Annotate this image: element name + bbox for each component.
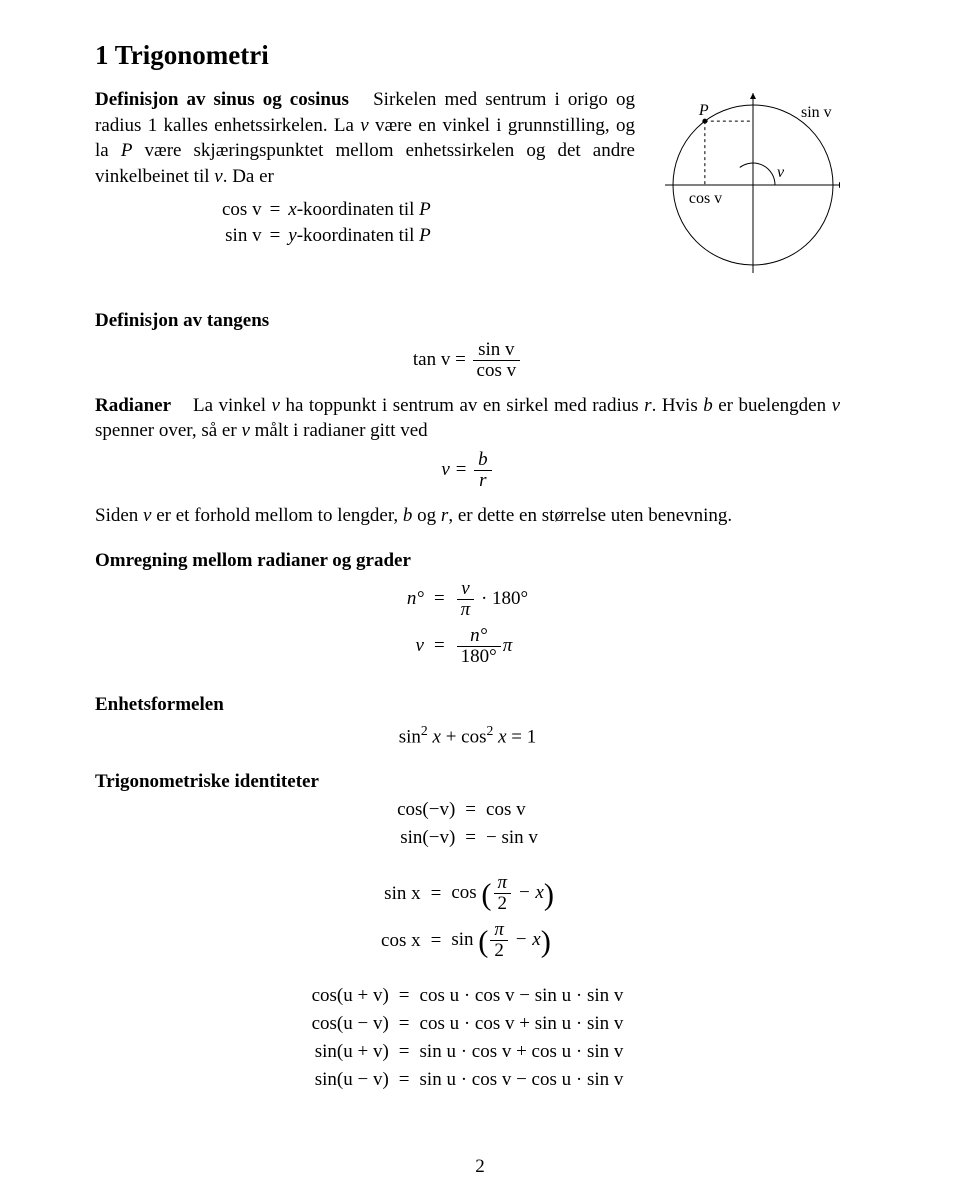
def-sin-cos-eqs: cos v = x-koordinaten til P sin v = y-ko…	[215, 196, 438, 250]
radianer-block: Radianer La vinkel v ha toppunkt i sentr…	[95, 393, 840, 529]
identiteter-g3: cos(u + v)=cos u · cos v − sin u · sin v…	[303, 980, 633, 1096]
svg-text:P: P	[698, 102, 709, 119]
radianer-eq: v = br	[95, 450, 840, 491]
omregning-eqs: n° = vπ · 180° v = n°180°π	[398, 574, 537, 672]
identiteter-g1: cos(−v)=cos v sin(−v)=− sin v	[388, 794, 547, 854]
def-tan-block: Definisjon av tangens tan v = sin vcos v	[95, 308, 840, 381]
enhetsformelen-block: Enhetsformelen sin2 x + cos2 x = 1	[95, 692, 840, 749]
omregning-block: Omregning mellom radianer og grader n° =…	[95, 548, 840, 671]
svg-text:cos v: cos v	[689, 190, 722, 207]
def-sin-cos-para: Definisjon av sinus og cosinus Sirkelen …	[95, 87, 635, 190]
enhetsformelen-title: Enhetsformelen	[95, 692, 840, 718]
enhetsformelen-eq: sin2 x + cos2 x = 1	[95, 723, 840, 748]
def-tan-eq: tan v = sin vcos v	[95, 340, 840, 381]
radianer-para2: Siden v er et forhold mellom to lengder,…	[95, 503, 840, 529]
page-heading: 1 Trigonometri	[95, 40, 840, 71]
identiteter-block: Trigonometriske identiteter cos(−v)=cos …	[95, 769, 840, 1096]
def-sin-cos-block: Definisjon av sinus og cosinus Sirkelen …	[95, 87, 840, 288]
unit-circle-diagram: Psin v v cos v	[645, 87, 840, 288]
radianer-para1: Radianer La vinkel v ha toppunkt i sentr…	[95, 393, 840, 444]
svg-text:sin v: sin v	[801, 104, 832, 121]
identiteter-title: Trigonometriske identiteter	[95, 769, 840, 795]
identiteter-g2: sin x = cos (π2 − x) cos x = sin (π2 − x…	[372, 868, 563, 966]
omregning-title: Omregning mellom radianer og grader	[95, 548, 840, 574]
def-tan-title: Definisjon av tangens	[95, 308, 840, 334]
page-number: 2	[0, 1156, 960, 1178]
def-sin-cos-title: Definisjon av sinus og cosinus	[95, 89, 349, 110]
svg-text:v: v	[777, 164, 785, 181]
